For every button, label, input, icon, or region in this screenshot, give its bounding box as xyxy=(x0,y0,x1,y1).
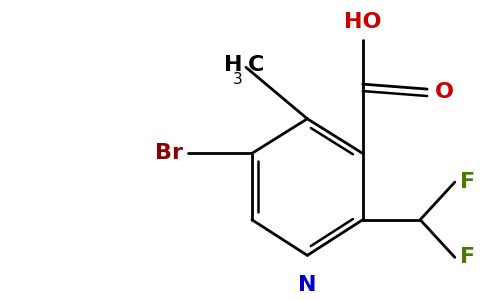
Text: O: O xyxy=(435,82,454,102)
Text: F: F xyxy=(460,247,475,267)
Text: H: H xyxy=(225,55,243,75)
Text: C: C xyxy=(248,55,264,75)
Text: F: F xyxy=(460,172,475,192)
Text: HO: HO xyxy=(344,12,381,32)
Text: 3: 3 xyxy=(233,72,243,87)
Text: N: N xyxy=(298,275,317,295)
Text: Br: Br xyxy=(154,143,182,164)
